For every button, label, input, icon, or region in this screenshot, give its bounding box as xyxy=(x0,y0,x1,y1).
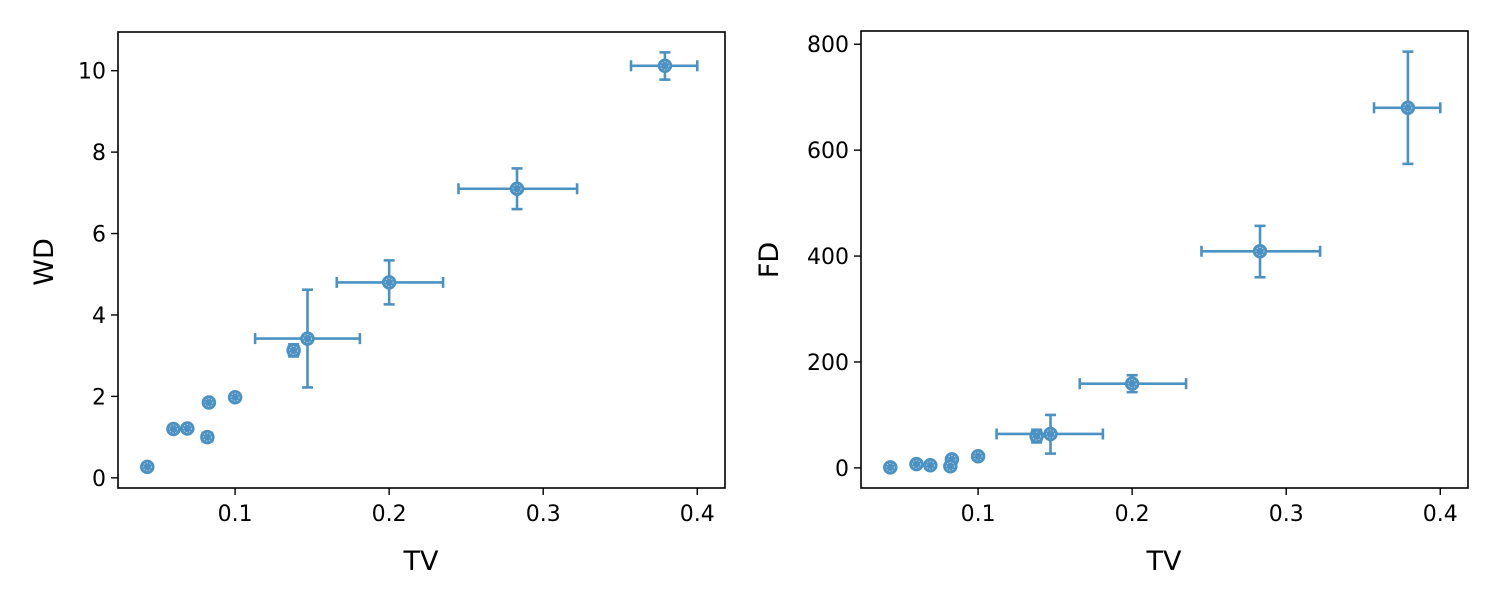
x-tick-label: 0.4 xyxy=(1423,502,1458,527)
x-tick-label: 0.2 xyxy=(1115,502,1150,527)
data-point xyxy=(883,460,898,475)
data-point xyxy=(943,459,958,474)
data-point xyxy=(1078,373,1188,394)
y-tick-label: 2 xyxy=(92,385,106,410)
y-axis-ticks: 0 2 4 6 8 10 xyxy=(78,60,118,492)
y-tick-label: 400 xyxy=(807,245,849,270)
data-points xyxy=(883,50,1442,475)
y-tick-label: 200 xyxy=(807,351,849,376)
data-point xyxy=(629,51,699,81)
wd-vs-tv-ylabel: WD xyxy=(29,238,60,286)
data-point xyxy=(1029,428,1044,444)
data-point xyxy=(995,413,1105,455)
data-point xyxy=(227,389,243,405)
y-tick-label: 4 xyxy=(92,304,106,329)
data-point xyxy=(970,448,986,464)
data-point xyxy=(923,457,938,473)
wd-vs-tv-xlabel: TV xyxy=(403,546,439,577)
data-point xyxy=(457,167,579,211)
axes-frame xyxy=(860,30,1469,489)
fd-vs-tv-xlabel: TV xyxy=(1146,546,1182,577)
data-point xyxy=(180,421,195,436)
y-tick-label: 6 xyxy=(92,223,106,248)
x-axis-ticks: 0.1 0.2 0.3 0.4 xyxy=(961,488,1458,527)
data-point xyxy=(140,459,155,475)
x-tick-label: 0.4 xyxy=(680,502,715,527)
data-point xyxy=(166,421,181,437)
x-tick-label: 0.1 xyxy=(961,502,996,527)
x-axis-ticks: 0.1 0.2 0.3 0.4 xyxy=(218,488,715,527)
y-axis-ticks: 0 200 400 600 800 xyxy=(807,33,861,482)
fd-vs-tv-ylabel: FD xyxy=(754,242,785,278)
x-tick-label: 0.1 xyxy=(218,502,253,527)
data-point xyxy=(286,342,301,358)
y-tick-label: 0 xyxy=(92,467,106,492)
data-point xyxy=(253,288,362,389)
data-point xyxy=(909,456,924,472)
data-point xyxy=(201,395,217,410)
y-tick-label: 600 xyxy=(807,139,849,164)
wd-vs-tv-scatter-plot: TV WD 0.1 0.2 0.3 0.4 0 2 4 6 8 10 xyxy=(29,31,726,577)
y-tick-label: 800 xyxy=(807,33,849,58)
y-tick-label: 10 xyxy=(78,60,106,85)
x-tick-label: 0.3 xyxy=(1269,502,1304,527)
x-tick-label: 0.3 xyxy=(526,502,561,527)
axes-frame xyxy=(117,31,726,489)
fd-vs-tv-scatter-plot: TV FD 0.1 0.2 0.3 0.4 0 200 400 600 800 xyxy=(754,30,1469,577)
data-point xyxy=(1372,50,1442,166)
data-point xyxy=(200,429,215,445)
data-points xyxy=(140,51,699,475)
data-point xyxy=(1200,224,1322,279)
y-tick-label: 0 xyxy=(835,457,849,482)
data-point xyxy=(335,259,445,306)
y-tick-label: 8 xyxy=(92,141,106,166)
x-tick-label: 0.2 xyxy=(372,502,407,527)
